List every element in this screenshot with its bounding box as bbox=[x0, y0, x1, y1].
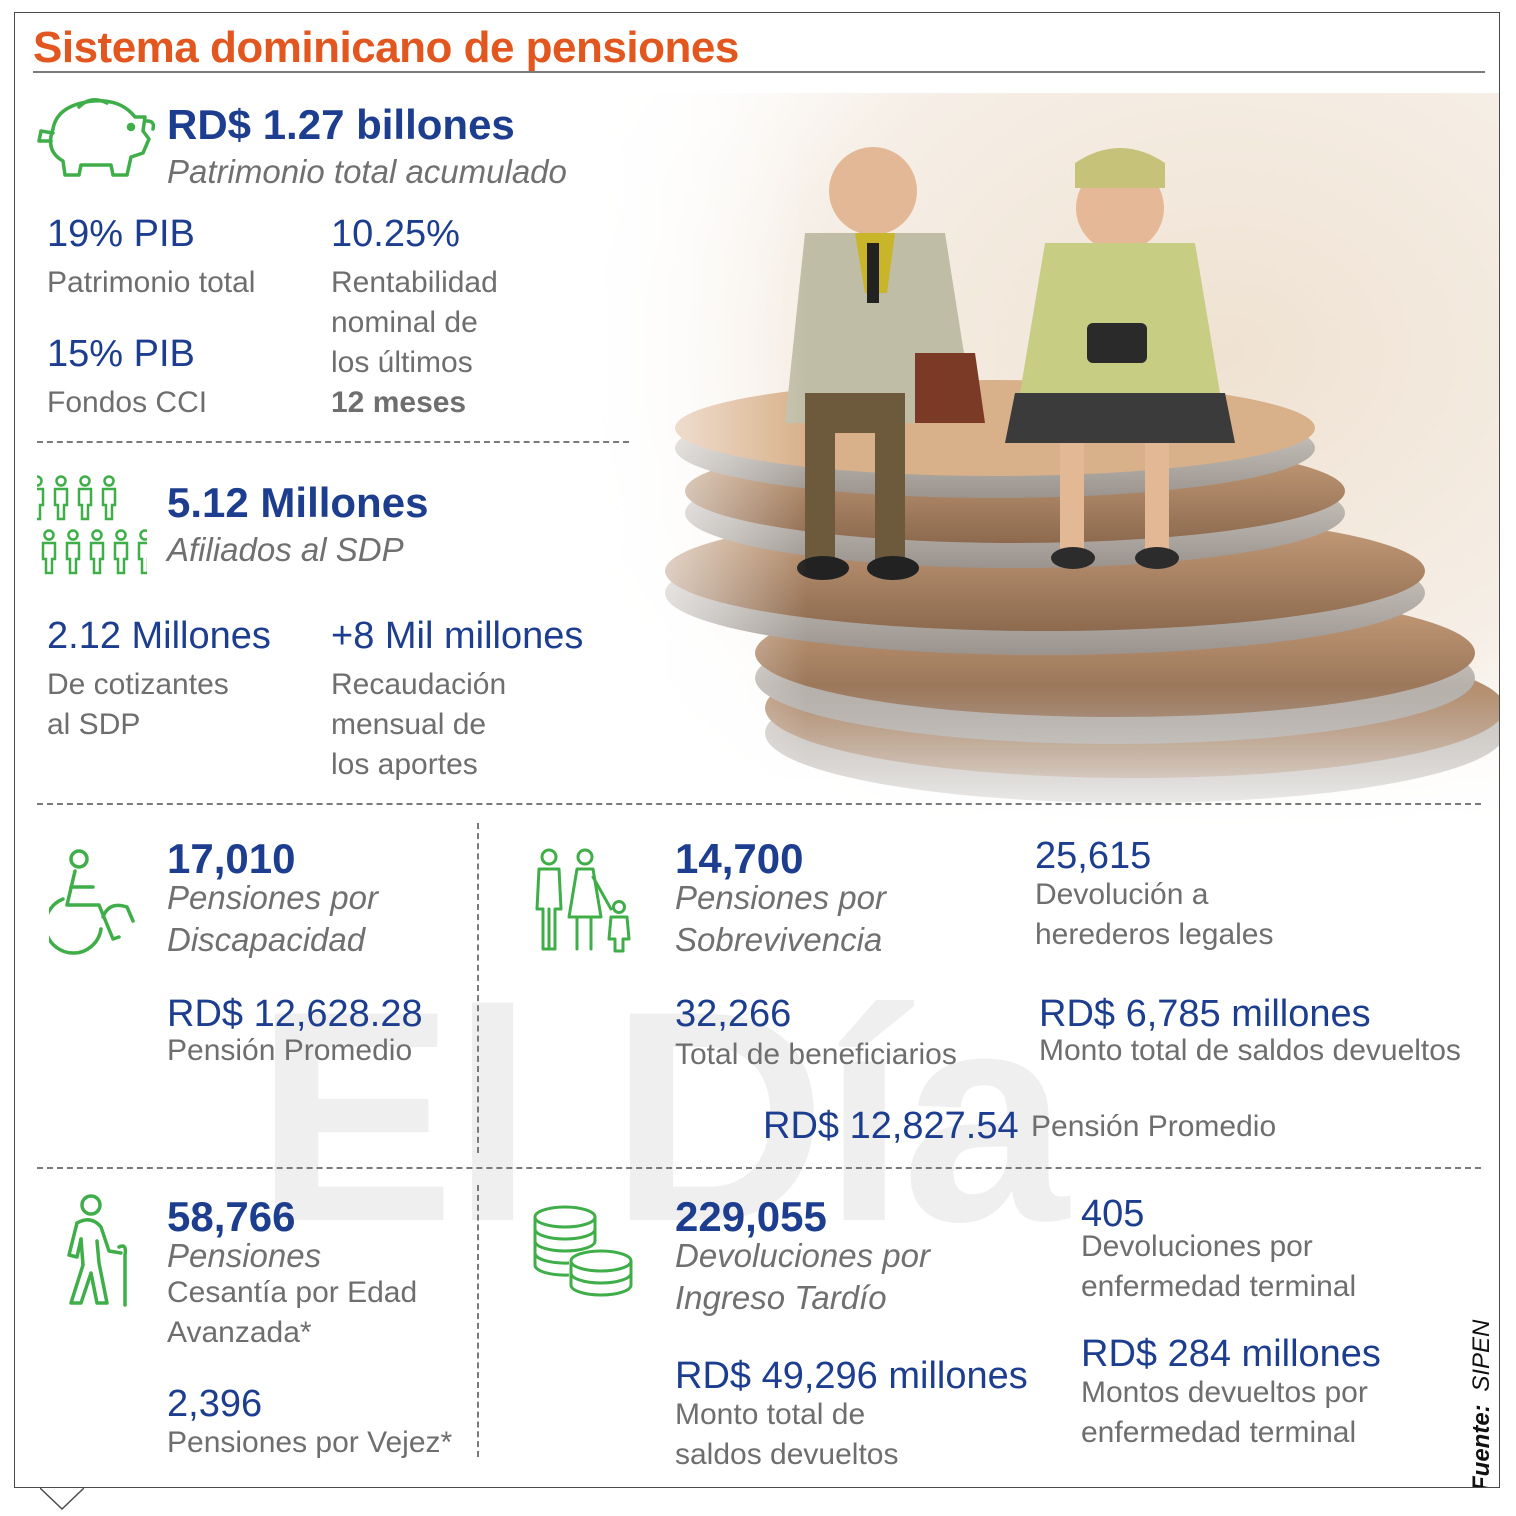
cesantia-label-line-2: Cesantía por Edad bbox=[167, 1276, 418, 1309]
section-divider bbox=[37, 441, 629, 443]
piggy-bank-icon bbox=[35, 91, 157, 187]
fondos-cci-label: Fondos CCI bbox=[47, 386, 208, 419]
rentabilidad-label-line-2: nominal de bbox=[331, 306, 478, 339]
herederos-saldo-value: RD$ 6,785 millones bbox=[1039, 993, 1371, 1035]
ingreso-tardio-monto-value: RD$ 49,296 millones bbox=[675, 1355, 1028, 1397]
infographic-frame: El Día bbox=[14, 12, 1500, 1488]
discapacidad-label-line-1: Pensiones por bbox=[167, 879, 378, 916]
ingreso-tardio-label-line-2: Ingreso Tardío bbox=[675, 1279, 887, 1316]
discapacidad-value: 17,010 bbox=[167, 835, 296, 882]
enfermedad-terminal-monto-value: RD$ 284 millones bbox=[1081, 1333, 1381, 1375]
source-credit: Fuente: SIPEN bbox=[1463, 1313, 1497, 1488]
ingreso-tardio-monto-label-line-1: Monto total de bbox=[675, 1398, 866, 1431]
ingreso-tardio-value: 229,055 bbox=[675, 1193, 827, 1240]
herederos-label-line-1: Devolución a bbox=[1035, 878, 1209, 911]
family-icon bbox=[527, 847, 639, 959]
pib-patrimonio-value: 19% PIB bbox=[47, 213, 195, 255]
elderly-couple-on-coins-image bbox=[575, 93, 1499, 833]
recaudacion-label-line-2: mensual de bbox=[331, 708, 487, 741]
enfermedad-terminal-label-line-2: enfermedad terminal bbox=[1081, 1270, 1357, 1303]
sobrevivencia-promedio-label: Pensión Promedio bbox=[1031, 1110, 1277, 1143]
rentabilidad-label-line-4: 12 meses bbox=[331, 386, 467, 419]
sobrevivencia-label-line-2: Sobrevivencia bbox=[675, 921, 883, 958]
cesantia-value: 58,766 bbox=[167, 1193, 296, 1240]
elderly-cane-icon bbox=[55, 1193, 135, 1309]
enfermedad-terminal-label-line-1: Devoluciones por bbox=[1081, 1230, 1313, 1263]
svg-text:Fuente: SIPEN: Fuente: SIPEN bbox=[1468, 1319, 1495, 1488]
column-divider bbox=[477, 823, 479, 1153]
enfermedad-terminal-monto-label-line-1: Montos devueltos por bbox=[1081, 1376, 1368, 1409]
title-divider bbox=[33, 71, 1485, 73]
recaudacion-label-line-3: los aportes bbox=[331, 748, 478, 781]
herederos-label-line-2: herederos legales bbox=[1035, 918, 1274, 951]
fondos-cci-value: 15% PIB bbox=[47, 333, 195, 375]
section-divider bbox=[37, 803, 1481, 805]
cesantia-label-line-3: Avanzada* bbox=[167, 1316, 312, 1349]
ingreso-tardio-monto-label-line-2: saldos devueltos bbox=[675, 1438, 899, 1471]
recaudacion-value: +8 Mil millones bbox=[331, 615, 584, 657]
sobrevivencia-label-line-1: Pensiones por bbox=[675, 879, 886, 916]
source-value: SIPEN bbox=[1468, 1319, 1495, 1392]
column-divider bbox=[477, 1185, 479, 1457]
beneficiarios-label: Total de beneficiarios bbox=[675, 1038, 957, 1071]
cotizantes-label-line-2: al SDP bbox=[47, 708, 141, 741]
infographic-title: Sistema dominicano de pensiones bbox=[33, 23, 739, 72]
cotizantes-label-line-1: De cotizantes bbox=[47, 668, 229, 701]
rentabilidad-label-line-1: Rentabilidad bbox=[331, 266, 498, 299]
source-label: Fuente: bbox=[1468, 1404, 1495, 1488]
patrimonio-total-label: Patrimonio total acumulado bbox=[167, 153, 567, 190]
enfermedad-terminal-monto-label-line-2: enfermedad terminal bbox=[1081, 1416, 1357, 1449]
herederos-value: 25,615 bbox=[1035, 835, 1152, 877]
sobrevivencia-promedio-value: RD$ 12,827.54 bbox=[763, 1105, 1019, 1147]
discapacidad-label-line-2: Discapacidad bbox=[167, 921, 366, 958]
afiliados-value: 5.12 Millones bbox=[167, 479, 429, 526]
vejez-value: 2,396 bbox=[167, 1383, 263, 1425]
vejez-label: Pensiones por Vejez* bbox=[167, 1426, 453, 1459]
recaudacion-label-line-1: Recaudación bbox=[331, 668, 507, 701]
patrimonio-total-value: RD$ 1.27 billones bbox=[167, 101, 515, 148]
herederos-saldo-label: Monto total de saldos devueltos bbox=[1039, 1034, 1461, 1067]
ingreso-tardio-label-line-1: Devoluciones por bbox=[675, 1237, 930, 1274]
pib-patrimonio-label: Patrimonio total bbox=[47, 266, 256, 299]
rentabilidad-value: 10.25% bbox=[331, 213, 460, 255]
wheelchair-icon bbox=[49, 847, 139, 957]
people-group-icon bbox=[37, 475, 147, 579]
discapacidad-promedio-label: Pensión Promedio bbox=[167, 1034, 413, 1067]
sobrevivencia-value: 14,700 bbox=[675, 835, 804, 882]
enfermedad-terminal-value: 405 bbox=[1081, 1193, 1145, 1235]
cesantia-label-line-1: Pensiones bbox=[167, 1237, 322, 1274]
coins-stack-icon bbox=[527, 1203, 639, 1303]
cotizantes-value: 2.12 Millones bbox=[47, 615, 271, 657]
watermark: El Día bbox=[255, 948, 1069, 1284]
frame-pointer bbox=[39, 1487, 85, 1511]
discapacidad-promedio-value: RD$ 12,628.28 bbox=[167, 993, 423, 1035]
rentabilidad-label-line-3: los últimos bbox=[331, 346, 473, 379]
section-divider bbox=[37, 1167, 1481, 1169]
afiliados-label: Afiliados al SDP bbox=[167, 531, 404, 568]
beneficiarios-value: 32,266 bbox=[675, 993, 792, 1035]
